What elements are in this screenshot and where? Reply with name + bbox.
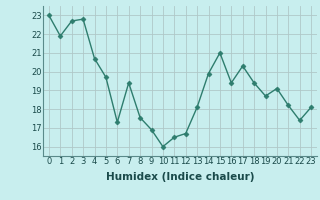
X-axis label: Humidex (Indice chaleur): Humidex (Indice chaleur) (106, 172, 254, 182)
